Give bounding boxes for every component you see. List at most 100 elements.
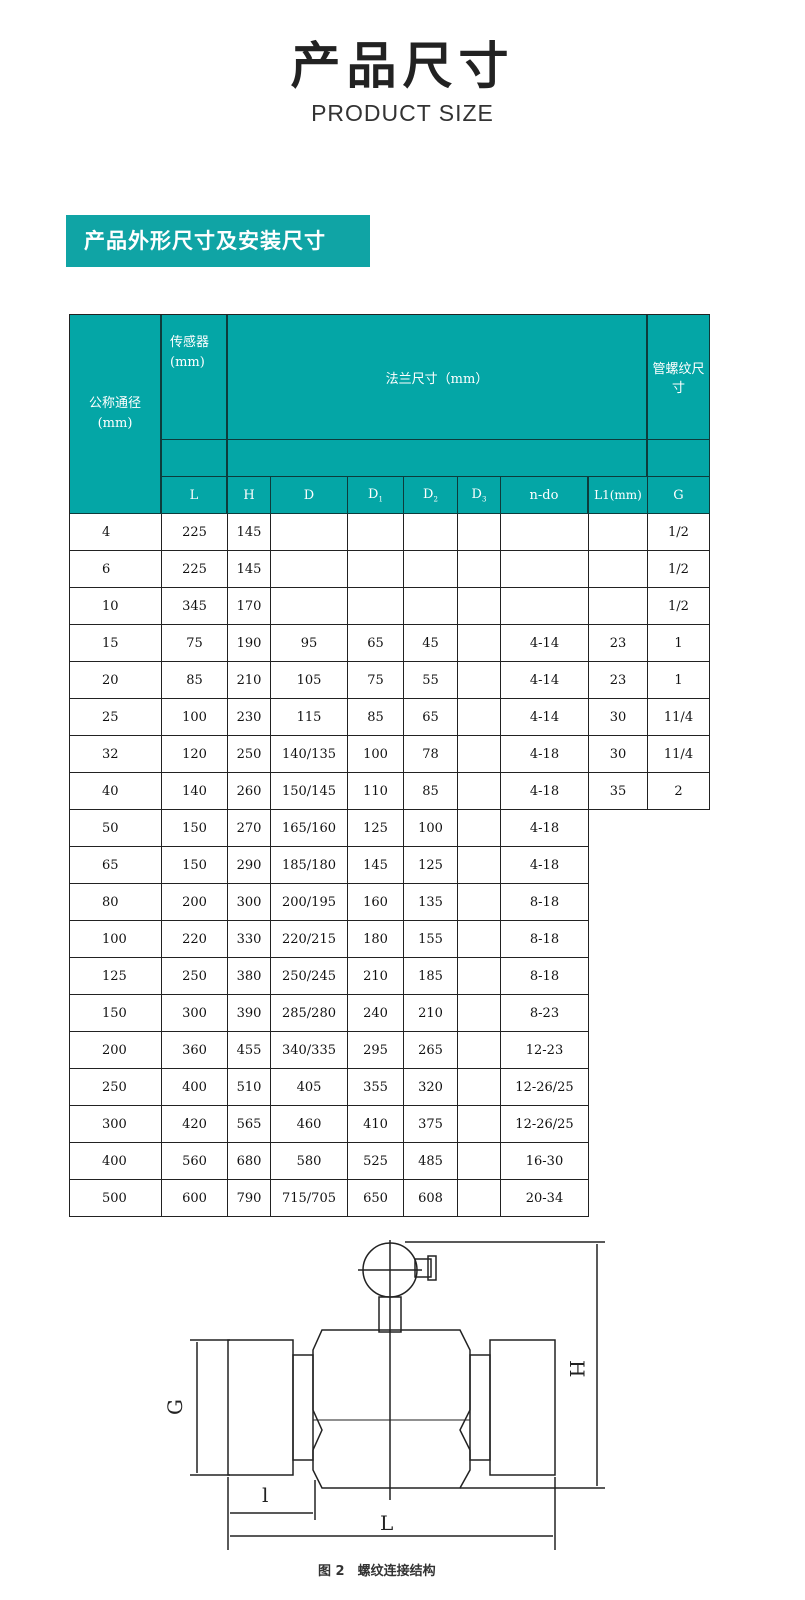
- table-cell: 8-23: [501, 995, 589, 1032]
- table-cell: 290: [228, 847, 271, 884]
- table-cell: [458, 1069, 501, 1106]
- table-cell: 75: [348, 662, 404, 699]
- header-spacer: [162, 440, 228, 477]
- empty-cell: [648, 995, 710, 1032]
- table-cell: 140/135: [271, 736, 348, 773]
- table-cell: 160: [348, 884, 404, 921]
- label-H: H: [565, 1360, 589, 1377]
- table-cell: 4-18: [501, 773, 589, 810]
- table-row: 250 400 510 405 355 320 12-26/25: [70, 1069, 710, 1106]
- header-nominal: 公称通径 (mm): [70, 315, 162, 514]
- empty-cell: [648, 1069, 710, 1106]
- table-cell: 65: [70, 847, 162, 884]
- table-cell: 200/195: [271, 884, 348, 921]
- table-cell: [589, 588, 648, 625]
- table-row: 500 600 790 715/705 650 608 20-34: [70, 1180, 710, 1217]
- table-cell: 16-30: [501, 1143, 589, 1180]
- table-cell: 45: [404, 625, 458, 662]
- table-cell: 30: [589, 736, 648, 773]
- empty-cell: [589, 1032, 648, 1069]
- table-cell: [458, 551, 501, 588]
- table-cell: 4-14: [501, 699, 589, 736]
- table-cell: 140: [162, 773, 228, 810]
- header-flange: 法兰尺寸（mm）: [228, 315, 648, 440]
- table-cell: 135: [404, 884, 458, 921]
- table-cell: [458, 958, 501, 995]
- table-cell: 340/335: [271, 1032, 348, 1069]
- table-cell: 485: [404, 1143, 458, 1180]
- table-cell: 65: [348, 625, 404, 662]
- table-cell: 270: [228, 810, 271, 847]
- table-cell: 345: [162, 588, 228, 625]
- table-cell: 295: [348, 1032, 404, 1069]
- empty-cell: [589, 810, 648, 847]
- table-cell: 4-18: [501, 810, 589, 847]
- figure-caption: 图 2 螺纹连接结构: [318, 1564, 436, 1579]
- table-cell: 80: [70, 884, 162, 921]
- table-cell: 25: [70, 699, 162, 736]
- table-cell: [458, 995, 501, 1032]
- table-cell: 170: [228, 588, 271, 625]
- table-cell: 50: [70, 810, 162, 847]
- label-L: L: [380, 1511, 393, 1535]
- table-cell: 608: [404, 1180, 458, 1217]
- label-G: G: [163, 1399, 187, 1415]
- empty-cell: [648, 1032, 710, 1069]
- header-spacer: [648, 440, 710, 477]
- table-cell: 12-26/25: [501, 1069, 589, 1106]
- table-cell: [404, 551, 458, 588]
- table-cell: 100: [70, 921, 162, 958]
- table-cell: 20-34: [501, 1180, 589, 1217]
- table-cell: 220/215: [271, 921, 348, 958]
- col-n-do: n-do: [501, 477, 589, 514]
- table-cell: 23: [589, 662, 648, 699]
- table-cell: 225: [162, 551, 228, 588]
- table-cell: 455: [228, 1032, 271, 1069]
- table-cell: [458, 1143, 501, 1180]
- header-spacer: [228, 440, 648, 477]
- table-cell: [458, 588, 501, 625]
- table-row: 200 360 455 340/335 295 265 12-23: [70, 1032, 710, 1069]
- table-cell: 105: [271, 662, 348, 699]
- table-cell: [404, 514, 458, 551]
- table-cell: 390: [228, 995, 271, 1032]
- table-cell: [348, 588, 404, 625]
- empty-cell: [589, 1143, 648, 1180]
- table-row: 6 225 145 1/2: [70, 551, 710, 588]
- table-cell: 40: [70, 773, 162, 810]
- table-cell: 320: [404, 1069, 458, 1106]
- table-cell: [458, 662, 501, 699]
- table-cell: 580: [271, 1143, 348, 1180]
- table-cell: 360: [162, 1032, 228, 1069]
- table-row: 100 220 330 220/215 180 155 8-18: [70, 921, 710, 958]
- table-cell: [404, 588, 458, 625]
- header-sensor: 传感器 (mm): [162, 315, 228, 440]
- col-D3: D3: [458, 477, 501, 514]
- table-cell: 75: [162, 625, 228, 662]
- label-l: l: [262, 1483, 268, 1507]
- table-cell: [348, 551, 404, 588]
- empty-cell: [648, 921, 710, 958]
- empty-cell: [589, 958, 648, 995]
- empty-cell: [648, 1143, 710, 1180]
- table-cell: 400: [70, 1143, 162, 1180]
- table-cell: 115: [271, 699, 348, 736]
- empty-cell: [589, 995, 648, 1032]
- table-cell: 715/705: [271, 1180, 348, 1217]
- table-cell: [458, 699, 501, 736]
- empty-cell: [589, 1069, 648, 1106]
- table-cell: 100: [404, 810, 458, 847]
- table-cell: 145: [348, 847, 404, 884]
- table-cell: 200: [162, 884, 228, 921]
- table-cell: 120: [162, 736, 228, 773]
- table-cell: 20: [70, 662, 162, 699]
- table-cell: 100: [162, 699, 228, 736]
- table-row: 150 300 390 285/280 240 210 8-23: [70, 995, 710, 1032]
- empty-cell: [648, 958, 710, 995]
- table-row: 4 225 145 1/2: [70, 514, 710, 551]
- table-cell: 680: [228, 1143, 271, 1180]
- empty-cell: [648, 810, 710, 847]
- table-cell: 405: [271, 1069, 348, 1106]
- table-cell: 380: [228, 958, 271, 995]
- table-cell: 4-14: [501, 625, 589, 662]
